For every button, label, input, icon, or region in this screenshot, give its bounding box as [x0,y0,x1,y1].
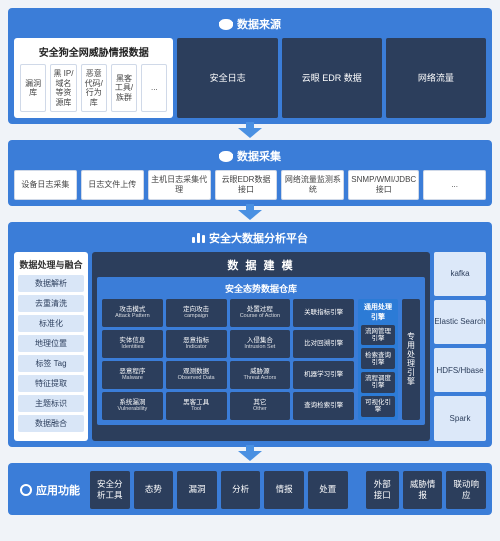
engine-item: 流程调度引擎 [361,372,395,393]
collect-item: 日志文件上传 [81,170,144,199]
cube-item: 系统漏洞Vulnerability [102,392,163,420]
pill-item: 地理位置 [18,335,84,352]
pill-item: 主题标识 [18,395,84,412]
arrow-down-icon [238,128,262,138]
app-label: 应用功能 [14,471,86,509]
gear-icon [20,484,32,496]
cube-grid: 攻击模式Attack Pattern定向攻击campaign处置过程Course… [102,299,354,420]
cube-item: 实体信息Identities [102,330,163,358]
collect-row: 设备日志采集 日志文件上传 主机日志采集代理 云眼EDR数据接口 网络流量监测系… [14,170,486,199]
collect-item: ... [423,170,486,199]
source-header: 数据来源 [14,16,486,32]
source-item: 安全日志 [177,38,277,118]
mid-inner: 安全态势数据仓库 攻击模式Attack Pattern定向攻击campaign处… [97,277,425,425]
pill-item: 数据解析 [18,275,84,292]
platform-section: 安全大数据分析平台 数据处理与融合 数据解析 去重清洗 标准化 地理位置 标签 … [8,222,492,447]
cube-item: 入侵集合Intrusion Set [230,330,291,358]
bars-icon [192,233,205,243]
storage-item: Elastic Search [434,300,486,344]
app-item: 漏洞 [177,471,217,509]
pill-item: 去重清洗 [18,295,84,312]
collect-item: 设备日志采集 [14,170,77,199]
app-item: 分析 [221,471,261,509]
app-right-label: 外部接口 [366,471,399,509]
source-section: 数据来源 安全狗全网威胁情报数据 漏洞库 黑 IP/域名等资源库 恶意代码/行为… [8,8,492,124]
pill-item: 标准化 [18,315,84,332]
collect-item: 网络流量监测系统 [281,170,344,199]
storage-item: Spark [434,396,486,440]
app-item: 情报 [264,471,304,509]
app-item: 态势 [134,471,174,509]
source-title: 数据来源 [237,16,281,32]
general-engine-col: 通用处理引擎 流网管理引擎 检索查询引擎 流程调度引擎 可视化引擎 [358,299,398,420]
engine-item: 检索查询引擎 [361,348,395,369]
threat-item: 恶意代码/行为库 [81,64,107,112]
threat-panel-title: 安全狗全网威胁情报数据 [20,44,167,59]
cube-item: 处置过程Course of Action [230,299,291,327]
app-right-item: 联动响应 [446,471,486,509]
cube-item: 威胁源Threat Actors [230,361,291,389]
source-row: 安全狗全网威胁情报数据 漏洞库 黑 IP/域名等资源库 恶意代码/行为库 黑客工… [14,38,486,118]
database-icon [219,151,233,161]
pill-item: 标签 Tag [18,355,84,372]
collect-section: 数据采集 设备日志采集 日志文件上传 主机日志采集代理 云眼EDR数据接口 网络… [8,140,492,205]
threat-item: ... [141,64,167,112]
app-section: 应用功能 安全分析工具 态势 漏洞 分析 情报 处置 外部接口 威胁情报 联动响… [8,463,492,515]
platform-header: 安全大数据分析平台 [14,230,486,246]
cube-item: 机器学习引擎 [293,361,354,389]
app-item: 处置 [308,471,348,509]
mid-panel: 数 据 建 模 安全态势数据仓库 攻击模式Attack Pattern定向攻击c… [92,252,430,441]
left-column: 数据处理与融合 数据解析 去重清洗 标准化 地理位置 标签 Tag 特征提取 主… [14,252,88,441]
storage-item: kafka [434,252,486,296]
engine-item: 可视化引擎 [361,396,395,417]
cube-item: 定向攻击campaign [166,299,227,327]
mid-inner-title: 安全态势数据仓库 [102,282,420,295]
cube-item: 查询检索引擎 [293,392,354,420]
general-engine-title: 通用处理引擎 [361,302,395,322]
threat-item: 漏洞库 [20,64,46,112]
database-icon [219,19,233,29]
threat-panel: 安全狗全网威胁情报数据 漏洞库 黑 IP/域名等资源库 恶意代码/行为库 黑客工… [14,38,173,118]
app-right-item: 威胁情报 [403,471,443,509]
collect-header: 数据采集 [14,148,486,164]
threat-items-row: 漏洞库 黑 IP/域名等资源库 恶意代码/行为库 黑客工具/族群 ... [20,64,167,112]
collect-item: 主机日志采集代理 [148,170,211,199]
threat-item: 黑客工具/族群 [111,64,137,112]
collect-item: 云眼EDR数据接口 [215,170,278,199]
right-column: kafka Elastic Search HDFS/Hbase Spark [434,252,486,441]
mid-title: 数 据 建 模 [97,257,425,273]
platform-title: 安全大数据分析平台 [209,230,308,246]
cube-item: 恶意程序Malware [102,361,163,389]
app-title: 应用功能 [36,482,80,498]
spacer [352,471,362,509]
source-item: 网络流量 [386,38,486,118]
dedicated-engine-col: 专用处理引擎 [402,299,420,420]
cube-item: 恶意指标Indicator [166,330,227,358]
engine-item: 流网管理引擎 [361,325,395,346]
cube-item: 观测数据Observed Data [166,361,227,389]
arrow-down-icon [238,451,262,461]
cube-item: 攻击模式Attack Pattern [102,299,163,327]
cube-item: 其它Other [230,392,291,420]
pill-item: 特征提取 [18,375,84,392]
collect-item: SNMP/WMI/JDBC接口 [348,170,419,199]
arrow-down-icon [238,210,262,220]
left-column-title: 数据处理与融合 [18,258,84,271]
grid-area: 攻击模式Attack Pattern定向攻击campaign处置过程Course… [102,299,420,420]
threat-item: 黑 IP/域名等资源库 [50,64,76,112]
collect-title: 数据采集 [237,148,281,164]
pill-item: 数据融合 [18,415,84,432]
cube-item: 比对回溯引擎 [293,330,354,358]
platform-body: 数据处理与融合 数据解析 去重清洗 标准化 地理位置 标签 Tag 特征提取 主… [14,252,486,441]
cube-item: 黑客工具Tool [166,392,227,420]
app-item: 安全分析工具 [90,471,130,509]
source-item: 云眼 EDR 数据 [282,38,382,118]
cube-item: 关联指标引擎 [293,299,354,327]
storage-item: HDFS/Hbase [434,348,486,392]
app-row: 应用功能 安全分析工具 态势 漏洞 分析 情报 处置 外部接口 威胁情报 联动响… [14,471,486,509]
